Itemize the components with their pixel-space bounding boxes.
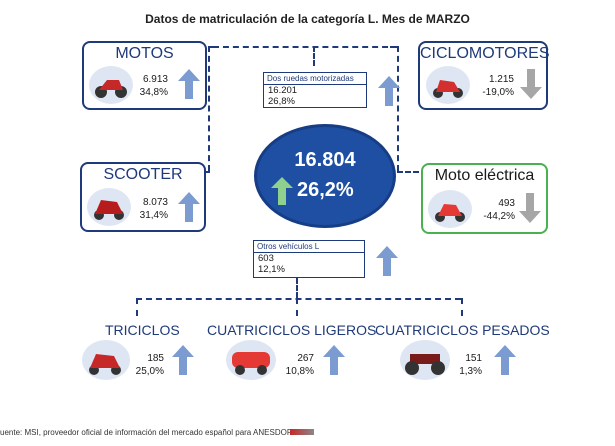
otros-units: 603 [258,253,274,264]
dos-ruedas-box: Dos ruedas motorizadas 16.201 26,8% [263,72,367,108]
connector-line [296,278,298,298]
total-units: 16.804 [294,149,356,171]
electric-scooter-icon [428,190,472,228]
cuadri-ligeros-units: 267 [297,353,314,364]
motorbike-icon [89,66,133,104]
page-title: Datos de matriculación de la categoría L… [145,12,470,26]
connector-line [208,46,210,171]
triciclos-values: 185 25,0% [128,352,164,378]
dos-ruedas-pct: 26,8% [268,96,295,107]
connector-line [208,46,213,48]
cuadri-pesados-values: 151 1,3% [448,352,482,378]
motos-pct: 34,8% [139,87,168,98]
up-arrow-icon [494,345,516,375]
moto-electrica-title: Moto eléctrica [434,167,535,184]
triciclos-pct: 25,0% [135,366,164,377]
moto-electrica-values: 493 -44,2% [481,197,515,223]
otros-header: Otros vehículos L [254,241,364,253]
down-arrow-icon [520,69,542,99]
cuadri-pesados-pct: 1,3% [459,366,482,377]
connector-line [397,46,399,171]
cuadri-pesados-units: 151 [465,353,482,364]
heavy-quadricycle-icon [400,340,450,380]
connector-line [313,46,315,66]
scooter-title: SCOOTER [103,166,183,183]
anesdor-logo [290,429,314,435]
motos-units: 6.913 [142,74,168,85]
scooter-icon [87,188,131,226]
source-footer: uente: MSI, proveedor oficial de informa… [0,428,293,437]
moped-icon [426,66,470,104]
up-arrow-icon [323,345,345,375]
connector-line [136,298,461,300]
otros-pct: 12,1% [258,264,285,275]
up-arrow-icon [378,76,400,106]
cuadri-ligeros-pct: 10,8% [285,366,314,377]
otros-vehiculos-box: Otros vehículos L 603 12,1% [253,240,365,278]
up-arrow-icon [376,246,398,276]
down-arrow-icon [519,193,541,223]
ciclomotores-pct: -19,0% [482,87,514,98]
cuadri-ligeros-values: 267 10,8% [278,352,314,378]
up-arrow-icon [271,177,293,205]
cuadriciclos-pesados-title: CUATRICICLOS PESADOS [375,322,550,338]
scooter-pct: 31,4% [139,210,168,221]
motos-title: MOTOS [115,45,174,62]
light-quadricycle-icon [226,340,276,380]
up-arrow-icon [178,69,200,99]
up-arrow-icon [178,192,200,222]
tricycle-icon [82,340,130,380]
moto-electrica-units: 493 [498,198,515,209]
ciclomotores-card: CICLOMOTORES 1.215 -19,0% [418,41,550,110]
moto-electrica-pct: -44,2% [483,211,515,222]
up-arrow-icon [172,345,194,375]
ciclomotores-units: 1.215 [488,74,514,85]
total-pct: 26,2% [297,179,354,201]
total-circle: 16.804 26,2% [254,124,396,228]
connector-line [136,298,138,316]
dos-ruedas-units: 16.201 [268,85,298,96]
cuadriciclos-ligeros-title: CUATRICICLOS LIGEROS [207,322,377,338]
motos-card: MOTOS 6.913 34,8% [82,41,207,110]
scooter-units: 8.073 [142,197,168,208]
ciclomotores-title: CICLOMOTORES [420,45,550,62]
scooter-values: 8.073 31,4% [138,196,168,222]
connector-line [213,46,398,48]
moto-electrica-card: Moto eléctrica 493 -44,2% [421,163,548,234]
motos-values: 6.913 34,8% [138,73,168,99]
connector-line [397,171,419,173]
triciclos-units: 185 [147,353,164,364]
scooter-card: SCOOTER 8.073 31,4% [80,162,206,232]
triciclos-title: TRICICLOS [105,322,180,338]
ciclomotores-values: 1.215 -19,0% [478,73,514,99]
connector-line [461,298,463,316]
dos-ruedas-header: Dos ruedas motorizadas [264,73,366,85]
connector-line [296,298,298,316]
